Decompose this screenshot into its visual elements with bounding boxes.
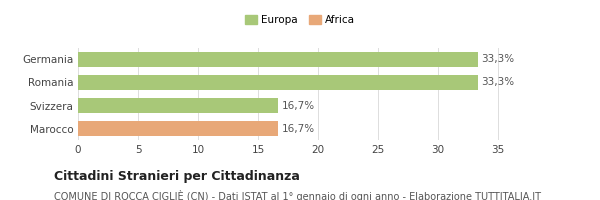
Text: 33,3%: 33,3% xyxy=(481,54,514,64)
Bar xyxy=(78,75,478,90)
Text: 16,7%: 16,7% xyxy=(282,101,315,111)
Text: 16,7%: 16,7% xyxy=(282,124,315,134)
Bar xyxy=(78,98,278,113)
Legend: Europa, Africa: Europa, Africa xyxy=(245,15,355,25)
Text: 33,3%: 33,3% xyxy=(481,77,514,87)
Bar xyxy=(78,52,478,67)
Bar xyxy=(78,121,278,136)
Text: COMUNE DI ROCCA CIGLIÈ (CN) - Dati ISTAT al 1° gennaio di ogni anno - Elaborazio: COMUNE DI ROCCA CIGLIÈ (CN) - Dati ISTAT… xyxy=(54,190,541,200)
Text: Cittadini Stranieri per Cittadinanza: Cittadini Stranieri per Cittadinanza xyxy=(54,170,300,183)
